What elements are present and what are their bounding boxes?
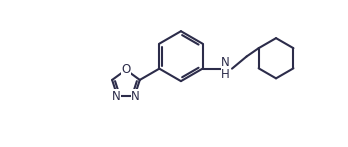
Text: N: N: [131, 90, 140, 103]
Text: N: N: [112, 90, 121, 103]
Text: N
H: N H: [221, 56, 230, 81]
Text: O: O: [121, 63, 130, 76]
